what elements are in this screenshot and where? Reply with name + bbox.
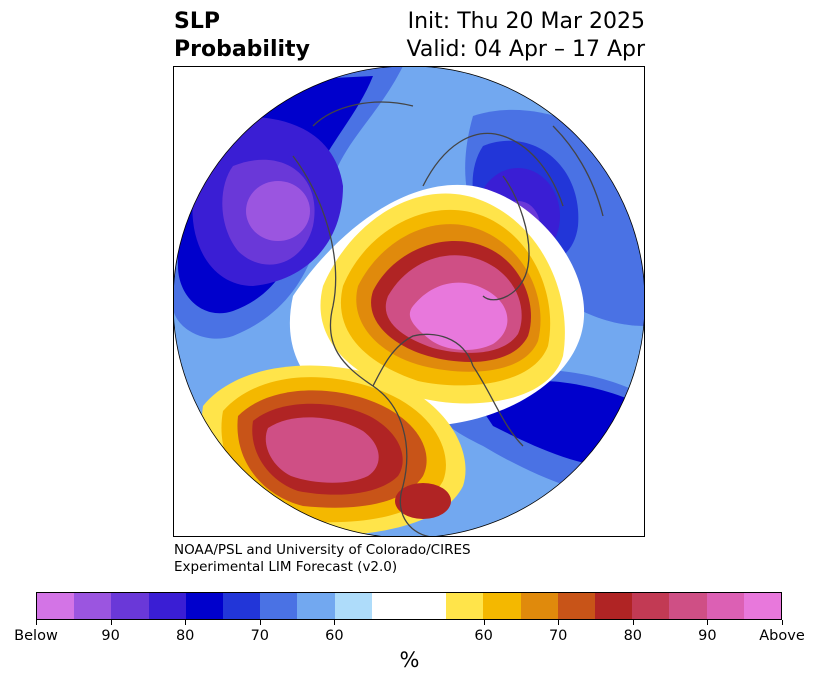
colorbar-segment xyxy=(483,593,521,619)
colorbar-tick-label: Above xyxy=(759,628,805,644)
colorbar-tick-label: 60 xyxy=(474,628,493,644)
colorbar-segment xyxy=(409,593,447,619)
colorbar-segment xyxy=(297,593,335,619)
colorbar-segment xyxy=(74,593,112,619)
colorbar-tick xyxy=(782,620,783,625)
colorbar-segment xyxy=(743,593,782,619)
colorbar-tick xyxy=(185,620,187,625)
coastlines xyxy=(292,101,604,537)
title-variable-line2: Probability xyxy=(174,37,310,62)
credit-line1: NOAA/PSL and University of Colorado/CIRE… xyxy=(174,542,471,558)
colorbar-tick xyxy=(36,620,37,625)
colorbar-tick-label: 70 xyxy=(250,628,270,644)
colorbar-tick xyxy=(259,620,261,625)
credit-line2: Experimental LIM Forecast (v2.0) xyxy=(174,559,398,575)
colorbar-tick-label: 80 xyxy=(175,628,195,644)
title-variable: SLP Probability xyxy=(174,8,310,64)
colorbar-tick-label: 70 xyxy=(548,628,568,644)
colorbar-segment xyxy=(446,593,484,619)
probability-field xyxy=(173,66,645,537)
colorbar-segment xyxy=(111,593,149,619)
colorbar-segment xyxy=(260,593,298,619)
credit: NOAA/PSL and University of Colorado/CIRE… xyxy=(174,542,471,576)
colorbar-tick xyxy=(632,620,634,625)
colorbar-segment xyxy=(557,593,596,619)
init-date: Init: Thu 20 Mar 2025 xyxy=(407,9,645,34)
colorbar-segment xyxy=(706,593,744,619)
colorbar-tick xyxy=(483,620,485,625)
colorbar-segment xyxy=(371,593,410,619)
valid-dates: Valid: 04 Apr – 17 Apr xyxy=(406,37,646,62)
colorbar-unit: % xyxy=(399,648,420,672)
colorbar-segment xyxy=(334,593,372,619)
title-dates: Init: Thu 20 Mar 2025 Valid: 04 Apr – 17… xyxy=(407,8,646,64)
colorbar-tick xyxy=(707,620,709,625)
colorbar-tick-label: 80 xyxy=(623,628,643,644)
probability-map xyxy=(173,66,645,537)
colorbar-tick-label: Below xyxy=(14,628,58,644)
colorbar xyxy=(36,592,782,620)
colorbar-segment xyxy=(223,593,261,619)
colorbar-segment xyxy=(37,593,75,619)
colorbar-tick-label: 90 xyxy=(101,628,120,644)
colorbar-segment xyxy=(185,593,224,619)
colorbar-tick-label: 90 xyxy=(698,628,717,644)
colorbar-segment xyxy=(632,593,670,619)
colorbar-tick-label: 60 xyxy=(325,628,344,644)
title-variable-line1: SLP xyxy=(174,9,220,34)
colorbar-segment xyxy=(595,593,633,619)
colorbar-segment xyxy=(520,593,558,619)
colorbar-ticks: Below 90 80 70 60 60 70 80 90 Above xyxy=(0,620,819,644)
colorbar-segment xyxy=(669,593,707,619)
colorbar-tick xyxy=(334,620,336,625)
colorbar-tick xyxy=(558,620,560,625)
colorbar-segment xyxy=(148,593,186,619)
colorbar-tick xyxy=(110,620,112,625)
